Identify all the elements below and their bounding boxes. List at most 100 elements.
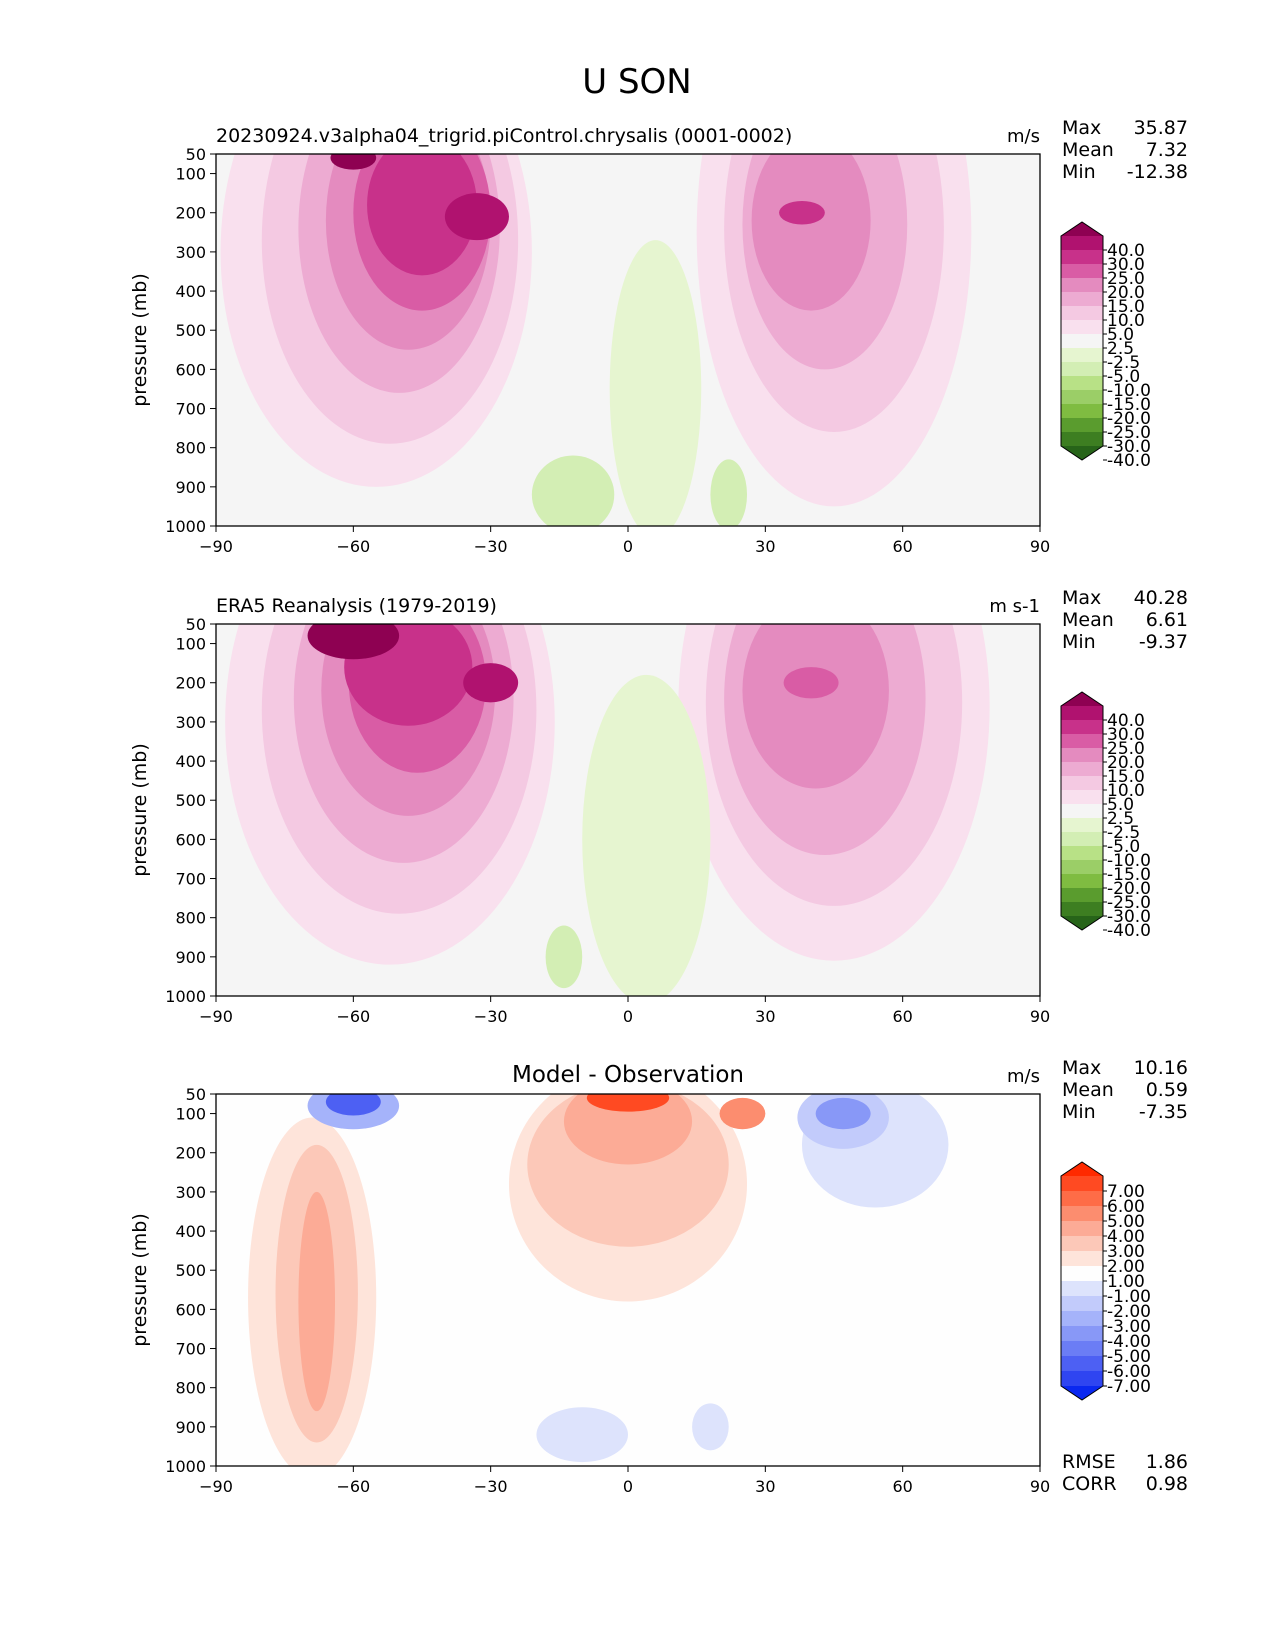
stat-label: Max [1062,117,1101,139]
y-axis-label: pressure (mb) [129,1213,151,1347]
colorbar-band [1061,306,1103,321]
stat-label: Max [1062,587,1101,609]
colorbar-band [1061,264,1103,279]
colorbar-label: 5.00 [1107,1212,1145,1232]
contour-shape [307,624,400,660]
colorbar-band [1061,1266,1103,1282]
colorbar-label: -4.00 [1107,1332,1151,1352]
y-axis-label: pressure (mb) [129,743,151,877]
stat-label: Mean [1062,139,1114,161]
colorbar: 40.030.025.020.015.010.05.02.5-2.5-5.0-1… [1060,221,1151,471]
colorbar-band [1061,348,1103,363]
y-tick-label: 1000 [165,1457,206,1476]
units-label: m/s [1007,126,1040,147]
contour-shape [367,154,477,276]
colorbar-band [1061,874,1103,889]
contour-shape [330,154,377,170]
contour-shape [582,674,711,996]
colorbar-label: -10.0 [1107,851,1151,871]
stat-value: 1.86 [1146,1451,1188,1473]
contour-field [220,154,972,526]
stat-value: -7.35 [1139,1101,1188,1123]
stat-label: CORR [1062,1473,1117,1495]
contour-shape [325,1094,381,1116]
contour-shape [751,154,871,311]
colorbar-label: -2.5 [1107,353,1140,373]
colorbar-extend-bottom [1061,916,1103,930]
colorbar-label: 20.0 [1107,283,1145,303]
contour-shape [586,1094,670,1112]
colorbar-band [1061,846,1103,861]
colorbar-label: -2.5 [1107,823,1140,843]
x-tick-label: 60 [892,537,912,556]
y-tick-label: 1000 [165,987,206,1006]
x-tick-label: −30 [474,537,508,556]
colorbar-label: -15.0 [1107,865,1151,885]
colorbar-label: 3.00 [1107,1242,1145,1262]
colorbar-label: 15.0 [1107,767,1145,787]
stat-label: RMSE [1062,1451,1116,1473]
colorbar-label: -40.0 [1107,921,1151,941]
plot-panel-2: ERA5 Reanalysis (1979-2019) m s-1 pressure… [129,587,1188,1026]
x-tick-label: 90 [1030,537,1050,556]
colorbar-extend-top [1061,692,1103,706]
colorbar-label: 25.0 [1107,739,1145,759]
colorbar-label: 2.5 [1107,339,1134,359]
x-tick-label: 60 [892,1477,912,1496]
colorbar: 7.006.005.004.003.002.001.00-1.00-2.00-3… [1060,1161,1151,1401]
units-label: m/s [1007,1066,1040,1087]
y-tick-label: 500 [175,1261,206,1280]
y-tick-label: 900 [175,1418,206,1437]
colorbar-band [1061,1356,1103,1372]
stat-value: 10.16 [1134,1057,1188,1079]
x-tick-label: 60 [892,1007,912,1026]
colorbar-band [1061,236,1103,251]
colorbar-label: 6.00 [1107,1197,1145,1217]
stat-label: Min [1062,161,1096,183]
colorbar-band [1061,362,1103,377]
colorbar-band [1061,278,1103,293]
contour-shape [779,200,825,225]
y-tick-label: 900 [175,478,206,497]
contour-shape [563,1094,693,1165]
colorbar-label: 2.5 [1107,809,1134,829]
y-tick-label: 300 [175,713,206,732]
x-tick-label: −90 [199,1007,233,1026]
y-tick-label: 300 [175,243,206,262]
y-tick-label: 700 [175,1340,206,1359]
contour-field [248,1094,949,1466]
colorbar-band [1061,334,1103,349]
colorbar-label: 5.0 [1107,795,1134,815]
y-tick-label: 50 [186,615,206,634]
colorbar-label: -20.0 [1107,409,1151,429]
colorbar-label: 25.0 [1107,269,1145,289]
colorbar-band [1061,720,1103,735]
contour-shape [536,1407,628,1463]
colorbar-label: 30.0 [1107,255,1145,275]
colorbar-label: 1.00 [1107,1272,1145,1292]
colorbar-band [1061,1221,1103,1237]
y-tick-label: 600 [175,1300,206,1319]
stat-value: 35.87 [1134,117,1188,139]
contour-shape [609,240,702,526]
colorbar-band [1061,1206,1103,1222]
colorbar-band [1061,432,1103,447]
y-tick-label: 400 [175,752,206,771]
colorbar-band [1061,888,1103,903]
y-tick-label: 200 [175,204,206,223]
colorbar-band [1061,1281,1103,1297]
colorbar-band [1061,418,1103,433]
x-tick-label: −90 [199,1477,233,1496]
contour-shape [742,624,889,789]
colorbar-band [1061,832,1103,847]
contour-shape [783,667,839,699]
colorbar-label: 40.0 [1107,711,1145,731]
x-tick-label: 90 [1030,1007,1050,1026]
colorbar-band [1061,404,1103,419]
stat-label: Min [1062,1101,1096,1123]
colorbar-band [1061,1371,1103,1387]
y-tick-label: 100 [175,635,206,654]
panel-title: ERA5 Reanalysis (1979-2019) [216,595,497,617]
